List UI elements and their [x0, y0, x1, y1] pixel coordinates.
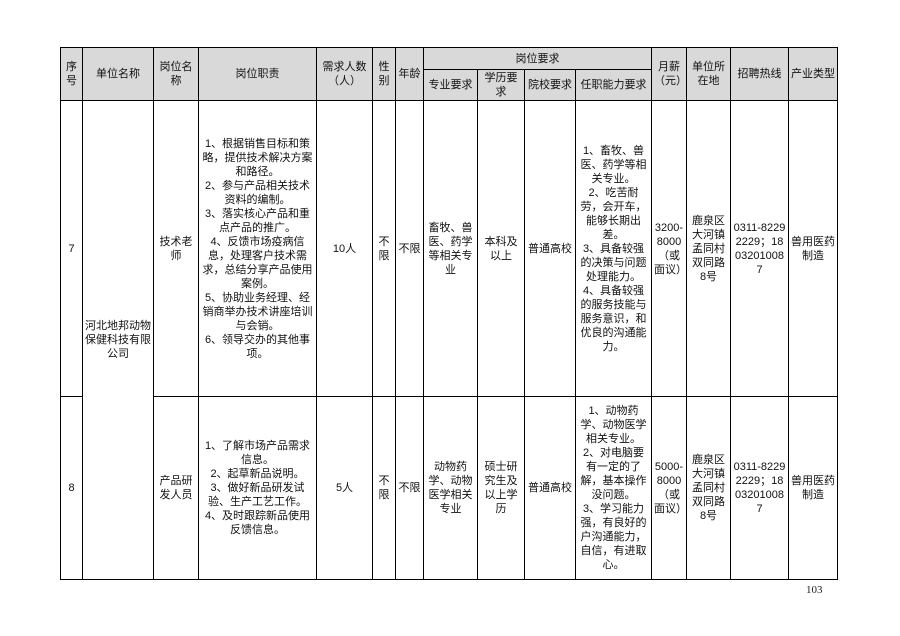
cell-school: 普通高校: [524, 396, 576, 580]
cell-duties: 1、了解市场产品需求信息。 2、起草新品说明。 3、做好新品研发试验、生产工艺工…: [198, 396, 317, 580]
recruitment-table: 序号 单位名称 岗位名称 岗位职责 需求人数（人） 性别 年龄 岗位要求 月薪（…: [60, 47, 838, 580]
header-hotline: 招聘热线: [730, 47, 789, 101]
table-row: 7 河北地邦动物保健科技有限公司 技术老师 1、根据销售目标和策略，提供技术解决…: [60, 100, 838, 580]
cell-gender: 不限: [372, 396, 396, 580]
cell-education: 硕士研究生及以上学历: [477, 396, 525, 580]
cell-industry: 兽用医药制造: [788, 396, 838, 580]
header-position: 岗位名称: [153, 47, 199, 101]
cell-location: 鹿泉区大河镇孟同村双同路8号: [686, 396, 731, 580]
cell-hotline: 0311-82292229；18032010087: [730, 396, 789, 580]
cell-school: 普通高校: [524, 100, 576, 397]
cell-major: 动物药学、动物医学相关专业: [423, 396, 478, 580]
cell-headcount: 5人: [316, 396, 373, 580]
header-age: 年龄: [395, 47, 424, 101]
page-number: 103: [806, 584, 823, 596]
cell-major: 畜牧、兽医、药学等相关专业: [423, 100, 478, 397]
cell-hotline: 0311-82292229；18032010087: [730, 100, 789, 397]
cell-age: 不限: [395, 100, 424, 397]
cell-age: 不限: [395, 396, 424, 580]
table-row: 8 产品研发人员 1、了解市场产品需求信息。 2、起草新品说明。 3、做好新品研…: [60, 396, 838, 580]
header-duties: 岗位职责: [198, 47, 317, 101]
cell-salary: 3200-8000（或面议）: [651, 100, 687, 397]
header-ability: 任职能力要求: [575, 69, 652, 101]
header-major: 专业要求: [423, 69, 478, 101]
cell-ability: 1、畜牧、兽医、药学等相关专业。 2、吃苦耐劳，会开车，能够长期出差。 3、具备…: [575, 100, 652, 397]
header-requirements-group: 岗位要求: [423, 47, 652, 70]
header-education: 学历要求: [477, 69, 525, 101]
header-headcount: 需求人数（人）: [316, 47, 373, 101]
header-industry: 产业类型: [788, 47, 838, 101]
cell-education: 本科及以上: [477, 100, 525, 397]
cell-seq: 8: [60, 396, 83, 580]
cell-headcount: 10人: [316, 100, 373, 397]
cell-duties: 1、根据销售目标和策略，提供技术解决方案和路径。 2、参与产品相关技术资料的编制…: [198, 100, 317, 397]
header-seq: 序号: [60, 47, 83, 101]
cell-salary: 5000-8000（或面议）: [651, 396, 687, 580]
cell-position: 产品研发人员: [153, 396, 199, 580]
header-location: 单位所在地: [686, 47, 731, 101]
header-company: 单位名称: [82, 47, 154, 101]
cell-company: 河北地邦动物保健科技有限公司: [82, 100, 154, 580]
cell-industry: 兽用医药制造: [788, 100, 838, 397]
cell-position: 技术老师: [153, 100, 199, 397]
header-gender: 性别: [372, 47, 396, 101]
cell-ability: 1、动物药学、动物医学相关专业。 2、对电脑要有一定的了解，基本操作没问题。 3…: [575, 396, 652, 580]
cell-location: 鹿泉区大河镇孟同村双同路8号: [686, 100, 731, 397]
table-header: 序号 单位名称 岗位名称 岗位职责 需求人数（人） 性别 年龄 岗位要求 月薪（…: [60, 47, 838, 101]
cell-gender: 不限: [372, 100, 396, 397]
header-school: 院校要求: [524, 69, 576, 101]
header-salary: 月薪（元）: [651, 47, 687, 101]
cell-seq: 7: [60, 100, 83, 397]
